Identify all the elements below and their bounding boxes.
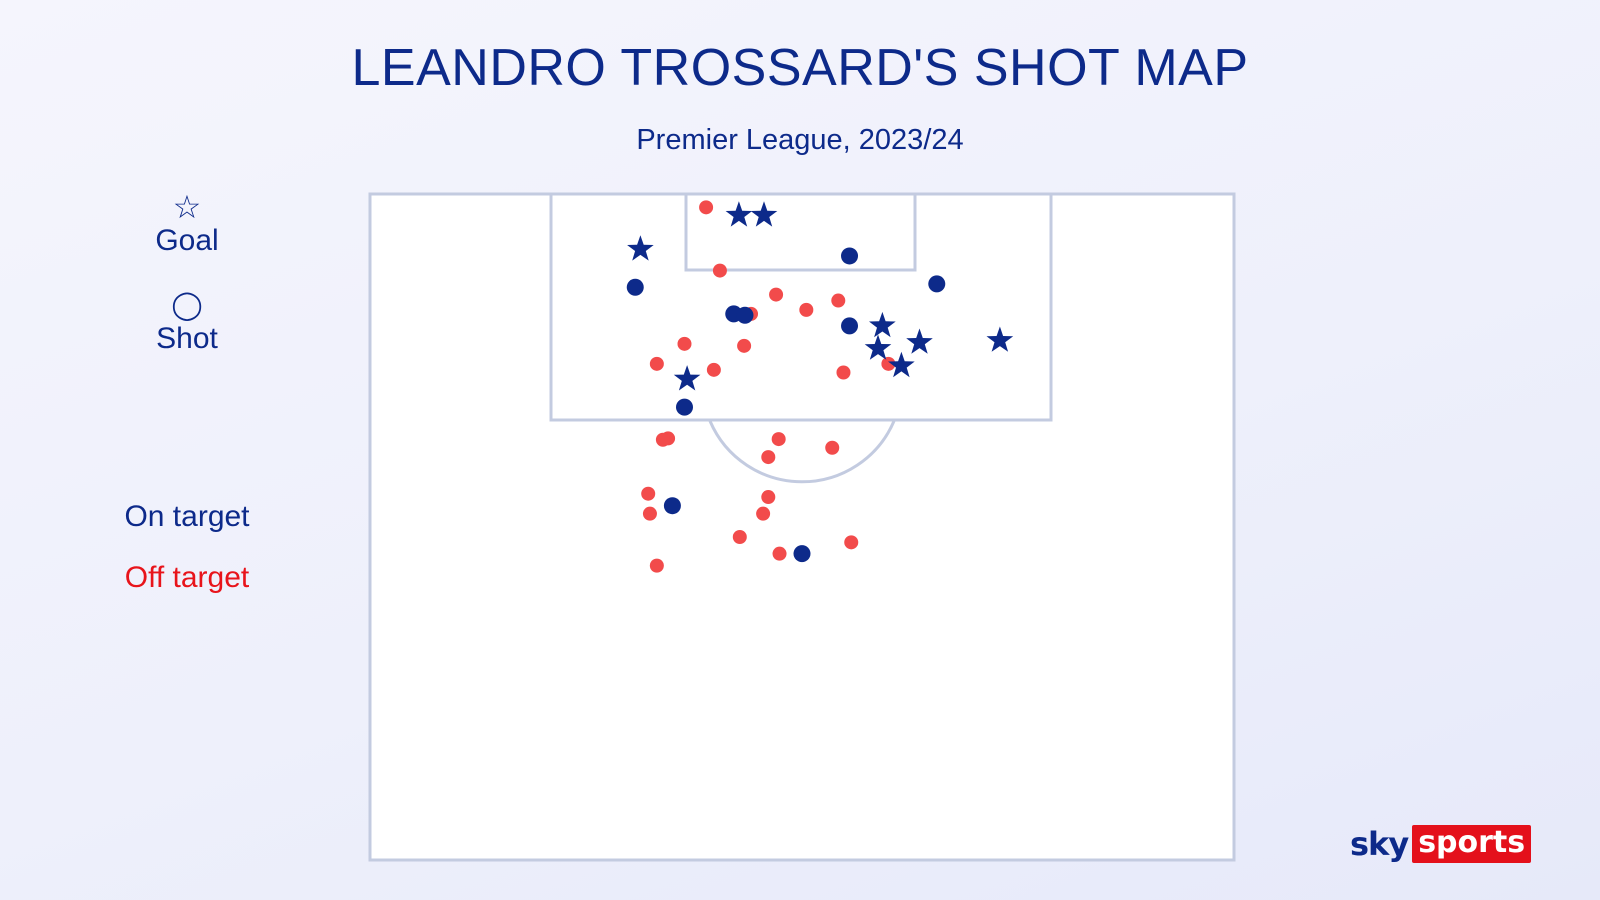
- goal-star: [627, 235, 654, 261]
- off-target-shot: [825, 440, 840, 455]
- goal-star: [673, 365, 701, 391]
- off-target-shot: [761, 490, 776, 505]
- goal-star: [888, 351, 915, 378]
- legend-off-target: Off target: [124, 561, 250, 594]
- off-target-shot: [799, 302, 814, 317]
- off-target-shot: [712, 263, 727, 278]
- off-target-shot: [642, 506, 657, 521]
- off-target-shot: [649, 356, 664, 371]
- six-yard-box: [684, 192, 917, 272]
- sky-sports-logo: sky sports: [1350, 825, 1532, 863]
- goal-star: [906, 328, 933, 354]
- on-target-shot: [675, 398, 693, 416]
- off-target-shot: [706, 362, 721, 377]
- off-target-shot: [677, 336, 692, 351]
- on-target-shot: [626, 278, 644, 296]
- off-target-shot: [761, 450, 776, 465]
- off-target-shot: [881, 356, 896, 371]
- legend-on-target: On target: [124, 500, 250, 533]
- off-target-shot: [831, 293, 846, 308]
- pitch-outline: [368, 192, 1236, 862]
- chart-title: LEANDRO TROSSARD'S SHOT MAP: [351, 39, 1249, 97]
- goal-star: [864, 334, 892, 360]
- on-target-shot: [793, 545, 811, 563]
- off-target-shot: [844, 535, 859, 550]
- off-target-shot: [699, 200, 714, 215]
- on-target-shot: [663, 497, 681, 515]
- off-target-shot: [641, 486, 656, 501]
- legend-shot-label: Shot: [156, 322, 218, 355]
- off-target-shot: [769, 287, 784, 302]
- off-target-shot: [771, 432, 786, 447]
- off-target-shot: [649, 558, 664, 573]
- on-target-shot: [736, 306, 754, 324]
- off-target-shot: [655, 432, 670, 447]
- off-target-shot: [756, 506, 771, 521]
- shots-layer: [626, 200, 1014, 573]
- star-outline-icon: ☆: [172, 189, 202, 225]
- goal-star: [869, 311, 896, 338]
- off-target-shot: [737, 338, 752, 353]
- chart-subtitle: Premier League, 2023/24: [636, 124, 964, 156]
- off-target-shot: [732, 529, 747, 544]
- penalty-arc: [708, 420, 896, 484]
- goal-star: [725, 201, 753, 227]
- pitch-lines: [368, 192, 1236, 862]
- goal-star: [986, 326, 1014, 352]
- on-target-shot: [928, 275, 946, 293]
- legend-goal: ☆ Goal: [87, 190, 287, 258]
- logo-sky-text: sky: [1350, 825, 1409, 863]
- off-target-shot: [772, 546, 787, 561]
- legend-goal-label: Goal: [155, 224, 219, 257]
- goal-star: [750, 201, 778, 227]
- logo-sports-text: sports: [1412, 825, 1532, 863]
- circle-outline-icon: ◯: [171, 289, 203, 320]
- on-target-shot: [841, 247, 859, 265]
- legend-shot: ◯ Shot: [87, 288, 287, 356]
- off-target-shot: [836, 365, 851, 380]
- on-target-shot: [841, 317, 859, 335]
